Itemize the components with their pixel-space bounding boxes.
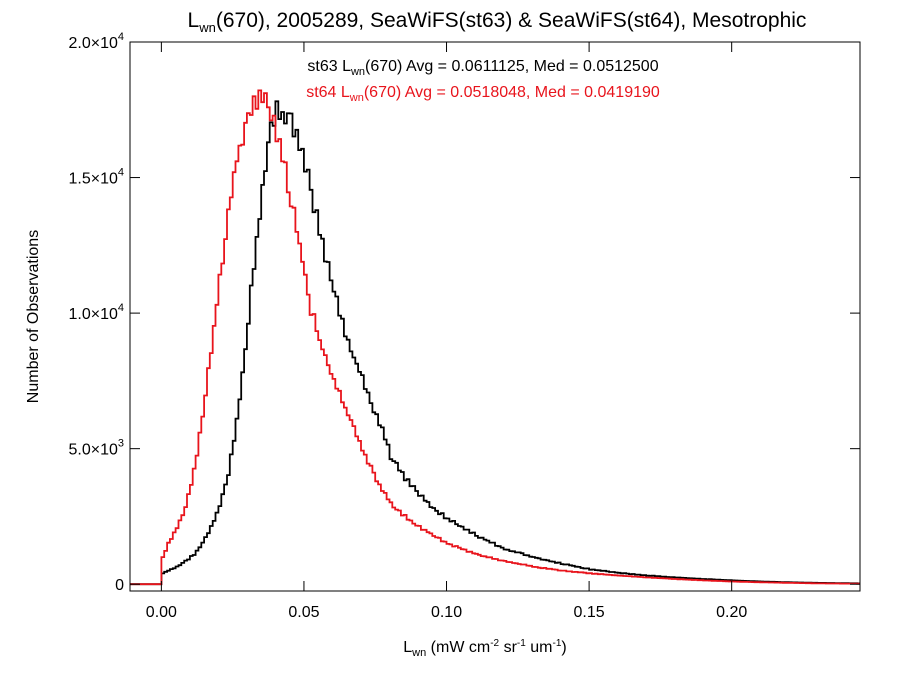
x-axis-label: Lwn (mW cm-2 sr-1 um-1) [403,638,566,659]
x-tick-label: 0.20 [716,604,747,621]
y-axis-label: Number of Observations [25,230,42,403]
x-tick-label: 0.15 [574,604,605,621]
y-tick-label: 2.0×104 [68,31,124,52]
chart-title: Lwn(670), 2005289, SeaWiFS(st63) & SeaWi… [188,9,807,35]
y-tick-label: 5.0×103 [68,438,124,459]
xlabel-p2: sr [499,639,517,656]
title-rest: (670), 2005289, SeaWiFS(st63) & SeaWiFS(… [216,9,807,32]
y-tick-label: 1.5×104 [68,167,124,188]
title-main: L [188,9,200,32]
legend-annotations: st63 Lwn(670) Avg = 0.0611125, Med = 0.0… [306,58,660,104]
axis-ticks: 0.00 0.05 0.10 0.15 0.20 0 5.0×103 1.0×104 1.5×1… [68,31,860,621]
xlabel-s1: -2 [490,638,499,649]
x-tick-label: 0.10 [431,604,462,621]
annotation-line-2: st64 Lwn(670) Avg = 0.0518048, Med = 0.0… [306,84,660,104]
title-subscript: wn [198,20,216,35]
y-tick-label: 1.0×104 [68,302,124,323]
series-st64-line [130,89,860,586]
y-tick-label: 0 [115,577,124,594]
xlabel-s3: -1 [552,638,561,649]
xlabel-sub: wn [411,647,426,659]
xlabel-p4: ) [561,639,566,656]
xlabel-s2: -1 [517,638,526,649]
plot-area [130,89,860,586]
plot-frame [129,41,861,592]
xlabel-p3: um [526,639,553,656]
series-st63-line [130,100,860,586]
annotation-line-1: st63 Lwn(670) Avg = 0.0611125, Med = 0.0… [307,58,658,78]
xlabel-main: L [403,639,412,656]
x-tick-label: 0.05 [288,604,319,621]
x-tick-label: 0.00 [146,604,177,621]
xlabel-p1: (mW cm [426,639,490,656]
